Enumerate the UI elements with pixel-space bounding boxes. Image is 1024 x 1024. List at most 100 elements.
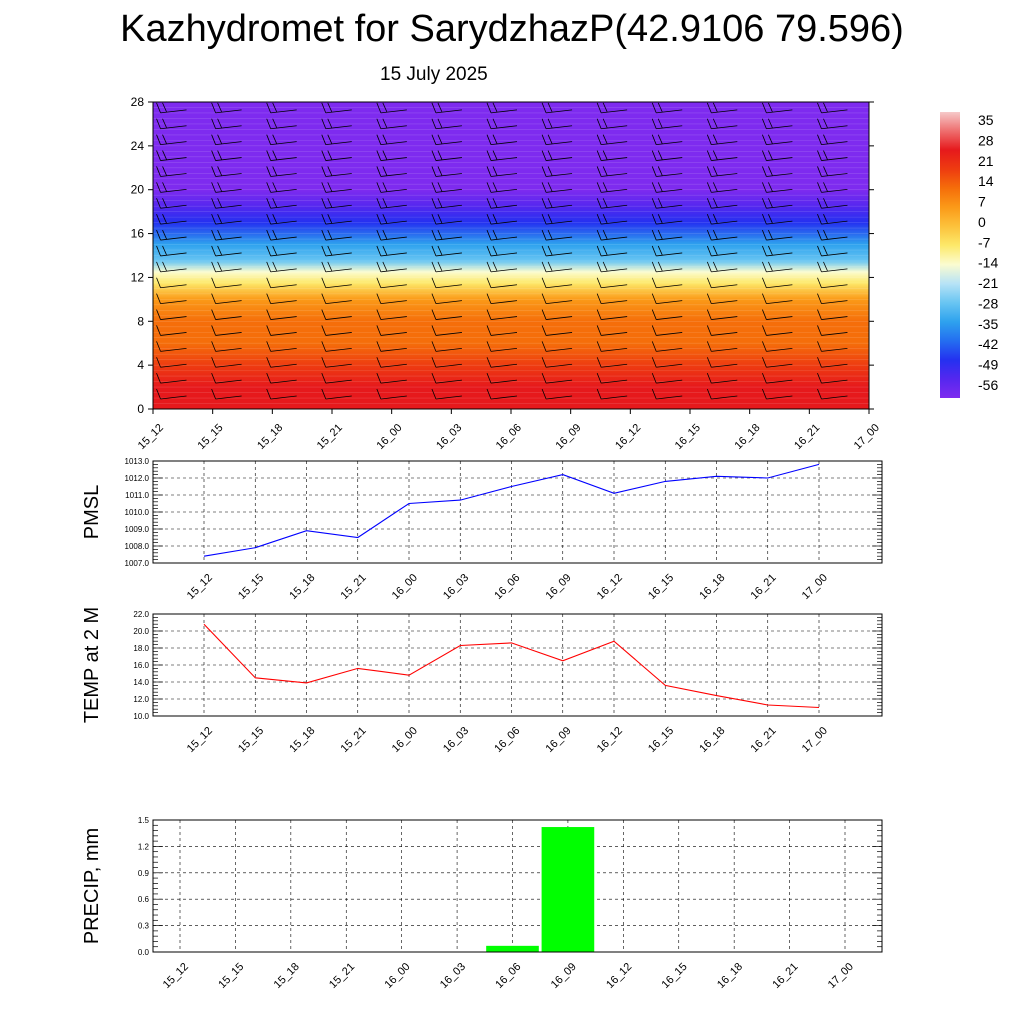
wind-barb [706,182,738,193]
barb-feather [156,372,161,384]
barb-feather [651,245,657,257]
wind-barb [376,102,407,114]
barb-feather [162,134,167,144]
wind-barb [156,325,187,336]
wind-barb [486,325,518,336]
barb-feather [596,325,602,336]
wind-barb [266,118,297,130]
barb-shaft [601,300,628,305]
barb-shaft [270,363,297,368]
barb-shaft [821,125,848,130]
wind-barb [266,198,297,209]
barb-feather [651,372,657,384]
barb-shaft [546,236,573,241]
barb-feather [272,261,278,272]
y-tick-label: 1012.0 [125,474,150,483]
barb-feather [817,182,822,193]
barb-feather [823,213,828,224]
wind-barb [817,261,848,273]
barb-feather [596,341,602,352]
barb-feather [651,166,657,177]
barb-feather [211,150,216,161]
barb-shaft [380,395,407,400]
barb-feather [437,150,443,160]
precipitation-panel: 0.0 0.3 0.6 0.9 1.2 1.5 15_12 15_15 15_18 15_21 16… [81,816,883,991]
barb-feather [486,341,492,352]
wind-barb [762,134,793,146]
barb-feather [272,229,278,240]
wind-barb [541,293,573,305]
barb-feather [321,309,327,320]
barb-shaft [821,173,848,177]
barb-shaft [656,109,683,114]
barb-feather [327,182,333,192]
wind-barb [817,102,848,114]
barb-shaft [435,379,462,384]
wind-barb [541,261,573,273]
wind-barb [321,150,352,161]
barb-feather [217,229,222,240]
wind-barb [376,341,407,352]
barb-shaft [435,268,462,273]
wind-barb [211,341,242,352]
wind-barb [431,182,462,193]
x-tick-label: 16_12 [613,422,643,452]
barb-feather [211,325,216,336]
barb-feather [651,214,657,225]
wind-barb [596,229,628,241]
barb-feather [596,198,602,209]
wind-barb [266,372,297,384]
wind-barb [706,166,738,177]
barb-shaft [546,316,573,320]
x-tick-label: 16_12 [604,961,634,991]
x-tick-label: 16_21 [749,572,779,602]
series-line [203,623,820,709]
wind-barb [651,261,683,273]
x-tick-label: 16_15 [646,725,676,755]
barb-shaft [601,284,628,289]
wind-barb [486,357,518,368]
colorbar-label: 28 [978,132,994,148]
x-tick-label: 16_18 [732,422,762,452]
barb-feather [266,261,272,272]
barb-shaft [546,347,573,352]
barb-shaft [656,125,683,130]
barb-feather [266,341,272,352]
wind-barb [431,372,462,384]
barb-shaft [546,252,573,257]
x-tick-label: 16_03 [441,725,471,755]
barb-feather [541,166,547,177]
barb-feather [156,293,161,304]
barb-feather [327,102,333,113]
barb-shaft [821,363,848,368]
barb-feather [817,372,822,384]
barb-shaft [215,252,242,257]
barb-shaft [766,125,793,130]
barb-shaft [380,109,407,114]
barb-shaft [711,109,738,114]
barb-shaft [821,316,848,320]
barb-feather [376,134,382,145]
wind-barb [156,293,187,305]
wind-barb [486,388,518,400]
barb-feather [657,182,663,192]
barb-shaft [380,188,407,193]
barb-feather [156,182,161,193]
barb-feather [706,229,712,241]
wind-barb [266,150,297,161]
wind-barb [266,182,297,193]
barb-shaft [380,157,407,161]
wind-barb [321,245,352,257]
wind-barb [431,229,462,241]
barb-feather [817,166,822,177]
barb-feather [706,341,712,352]
wind-barb [156,372,187,384]
x-tick-label: 15_15 [236,725,266,755]
barb-feather [706,118,712,129]
barb-shaft [711,236,738,241]
colorbar-label: 35 [978,112,994,128]
barb-feather [156,134,161,145]
barb-shaft [435,204,462,209]
barb-feather [712,134,718,144]
wind-barb [211,198,242,209]
